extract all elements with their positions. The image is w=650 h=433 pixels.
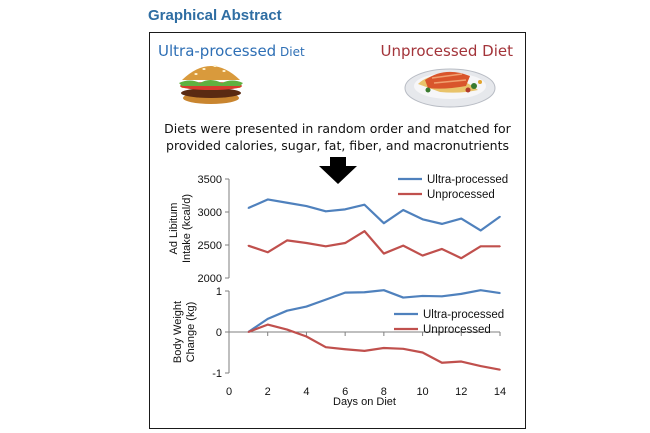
data-point	[479, 289, 482, 291]
data-point	[266, 251, 269, 254]
data-point	[324, 210, 327, 213]
data-point	[421, 351, 424, 354]
x-tick-label: 2	[265, 386, 271, 398]
data-point	[286, 201, 288, 204]
summary-line-2: provided calories, sugar, fat, fiber, an…	[166, 138, 509, 153]
y-axis-title-line: Body Weight	[172, 301, 184, 363]
salmon-plate-icon	[404, 68, 496, 108]
data-point	[402, 348, 405, 350]
data-point	[363, 203, 366, 206]
intake-chart: 2000 2500 3000 3500 Ad Libitum Intake (kcal/d…	[168, 174, 508, 285]
data-point	[383, 289, 385, 291]
data-point	[247, 331, 250, 333]
x-tick-label: 8	[381, 386, 387, 398]
graphical-abstract-heading: Graphical Abstract	[148, 7, 282, 24]
data-point	[324, 346, 327, 348]
x-tick-label: 0	[226, 386, 232, 398]
data-point	[499, 245, 501, 248]
data-point	[305, 242, 308, 244]
y-tick-label: 0	[216, 327, 222, 339]
data-point	[499, 215, 501, 218]
data-point	[441, 295, 443, 298]
series-line-ultra-processed	[247, 289, 501, 333]
legend-label: Unprocessed	[423, 324, 491, 336]
data-point	[460, 257, 463, 260]
legend-label: Ultra-processed	[423, 309, 504, 321]
data-point	[460, 293, 463, 295]
data-point	[479, 245, 482, 248]
series-line-unprocessed	[248, 230, 500, 260]
data-point	[344, 208, 346, 211]
y-tick-label: 2500	[198, 240, 222, 252]
data-point	[383, 347, 385, 349]
data-point	[499, 292, 501, 294]
data-point	[305, 335, 308, 338]
legend-label: Unprocessed	[427, 189, 495, 201]
data-point	[363, 291, 366, 294]
data-point	[421, 254, 424, 257]
data-point	[324, 245, 327, 248]
data-point	[402, 244, 405, 247]
data-point	[305, 205, 308, 207]
data-point	[421, 218, 424, 221]
data-point	[286, 309, 288, 312]
data-point	[402, 296, 405, 299]
series-line-unprocessed	[247, 323, 501, 371]
x-tick-label: 10	[416, 386, 428, 398]
data-point	[460, 360, 463, 363]
data-point	[344, 348, 346, 351]
y-axis-title-line: Ad Libitum	[168, 203, 180, 255]
x-tick-label: 12	[455, 386, 467, 398]
unprocessed-diet-label: Unprocessed Diet	[380, 42, 513, 60]
data-point	[421, 295, 424, 297]
data-point	[247, 244, 250, 247]
x-tick-label: 14	[494, 386, 506, 398]
summary-line-1: Diets were presented in random order and…	[164, 121, 511, 136]
data-point	[324, 298, 327, 301]
y-tick-label: -1	[212, 368, 222, 380]
data-point	[363, 230, 366, 232]
y-tick-label: 3000	[198, 207, 222, 219]
data-point	[266, 198, 269, 201]
x-tick-label: 4	[303, 386, 309, 398]
y-axis-title-line: Intake (kcal/d)	[181, 194, 193, 263]
x-axis-title: Days on Diet	[333, 396, 396, 408]
y-axis-title-line: Change (kg)	[185, 302, 197, 363]
data-point	[479, 365, 482, 367]
down-arrow-icon	[319, 157, 357, 184]
data-point	[383, 252, 385, 255]
data-point	[363, 350, 366, 352]
data-point	[441, 248, 443, 250]
data-point	[344, 291, 346, 294]
ultra-processed-label-suffix: Diet	[276, 45, 305, 59]
data-point	[266, 318, 269, 320]
data-point	[266, 323, 269, 326]
y-tick-label: 3500	[198, 174, 222, 186]
data-point	[460, 217, 463, 220]
data-point	[286, 328, 288, 331]
legend-label: Ultra-processed	[427, 174, 508, 186]
data-point	[344, 242, 346, 244]
x-tick-label: 6	[342, 386, 348, 398]
ultra-processed-diet-label: Ultra-processed Diet	[158, 42, 305, 60]
data-point	[499, 368, 501, 371]
ultra-processed-label-main: Ultra-processed	[158, 42, 277, 60]
data-point	[441, 223, 443, 225]
data-point	[305, 305, 308, 308]
data-point	[402, 209, 405, 211]
y-tick-label: 2000	[198, 273, 222, 285]
y-tick-label: 1	[216, 286, 222, 298]
data-point	[247, 207, 250, 209]
data-point	[441, 361, 443, 364]
data-point	[286, 239, 288, 242]
data-point	[479, 229, 482, 232]
data-point	[383, 222, 385, 225]
hamburger-icon	[179, 65, 243, 104]
series-line-ultra-processed	[247, 198, 501, 232]
